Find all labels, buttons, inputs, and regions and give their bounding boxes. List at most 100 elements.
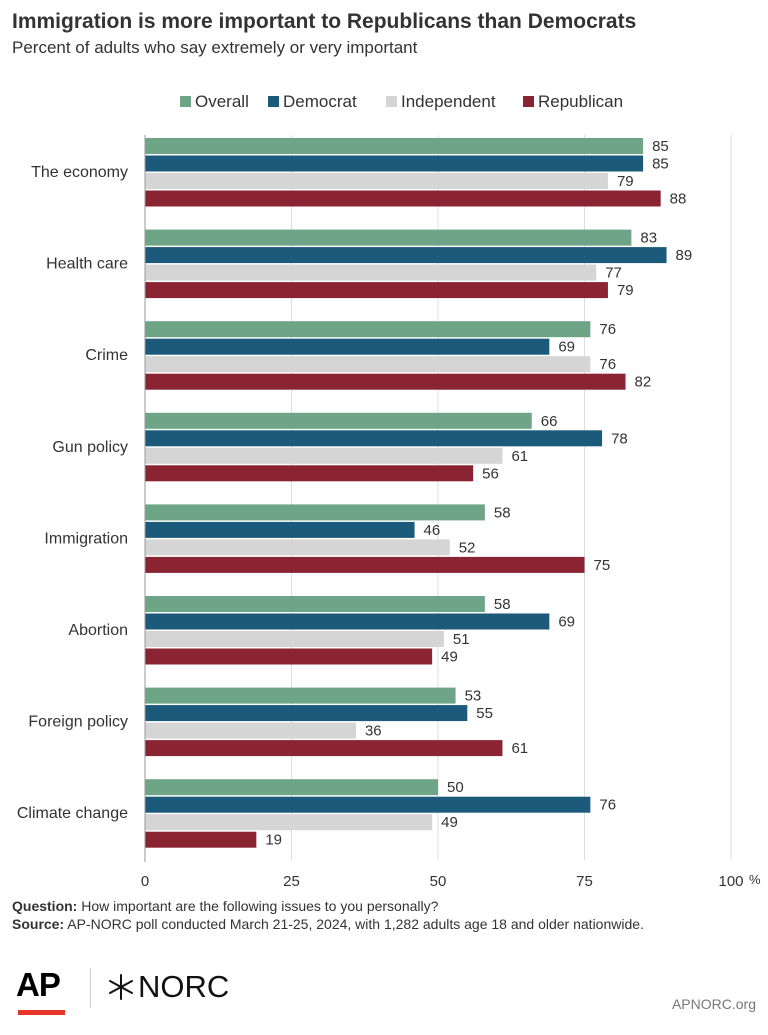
logo-divider [90,968,91,1008]
bar-value-label: 19 [265,832,282,849]
bar [145,264,597,281]
bar [145,173,608,189]
legend-swatch [523,96,534,107]
bar [145,556,585,573]
bar-value-label: 85 [652,156,669,173]
x-tick-label: 75 [576,873,593,890]
question-label: Question: [12,898,78,914]
category-label: The economy [31,164,128,181]
category-label: Abortion [68,622,128,639]
ap-logo-underline [18,1010,65,1015]
bar [145,412,532,429]
bar-value-label: 50 [447,779,464,796]
bar [145,138,644,154]
legend-swatch [180,96,191,107]
bar-value-label: 49 [441,814,458,831]
bar [145,779,438,796]
x-tick-label: 0 [141,873,149,890]
bar-value-label: 61 [511,740,528,757]
legend-swatch [268,96,279,107]
norc-logo-text: NORC [138,969,230,1004]
bar-value-label: 69 [558,339,575,356]
legend-label: Independent [401,92,496,111]
bar [145,631,444,647]
bar [145,447,503,464]
bar [145,504,485,521]
bar-value-label: 75 [594,557,611,574]
legend-swatch [386,96,397,107]
bar-value-label: 89 [676,247,693,264]
bar [145,521,415,538]
legend-label: Republican [538,92,623,111]
bar [145,190,661,207]
bar [145,613,550,630]
category-label: Health care [46,256,128,273]
bar-value-label: 66 [541,413,558,430]
bar-value-label: 56 [482,465,499,482]
bar-value-label: 36 [365,723,382,740]
bar-value-label: 51 [453,631,470,648]
bar-value-label: 58 [494,504,511,521]
bar [145,356,591,373]
chart-notes: Question: How important are the followin… [12,897,644,933]
bar [145,596,485,612]
bar [145,687,456,704]
bar-value-label: 82 [635,374,652,391]
ap-logo: AP [16,966,61,1003]
question-note: Question: How important are the followin… [12,897,644,915]
bar-value-label: 61 [511,448,528,465]
category-label: Climate change [17,805,128,822]
bar [145,155,644,172]
category-label: Crime [85,347,128,364]
bar [145,430,603,447]
bar-value-label: 52 [459,539,476,556]
bar [145,705,468,722]
bar [145,722,356,739]
bar-value-label: 85 [652,138,669,155]
bar-value-label: 83 [640,230,657,247]
bar-value-label: 88 [670,191,687,208]
bar-value-label: 69 [558,614,575,631]
bar-value-label: 58 [494,596,511,613]
x-tick-label: 50 [430,873,447,890]
norc-logo: NORC [108,969,230,1004]
chart-subtitle: Percent of adults who say extremely or v… [12,38,418,57]
source-text: AP-NORC poll conducted March 21-25, 2024… [67,916,644,932]
logo-area: AP NORC [16,966,276,1016]
bar [145,539,450,556]
legend-label: Overall [195,92,249,111]
bar-value-label: 55 [476,705,493,722]
site-link[interactable]: APNORC.org [671,996,756,1012]
legend-label: Democrat [283,92,357,111]
bar-value-label: 76 [599,797,616,814]
norc-star-icon [109,974,133,1000]
bar-value-label: 76 [599,321,616,338]
x-tick-label: 25 [283,873,300,890]
bar [145,282,608,299]
category-label: Gun policy [52,439,128,456]
question-text: How important are the following issues t… [81,898,439,914]
bar [145,814,433,831]
bar [145,373,626,390]
category-label: Immigration [44,530,128,547]
bar [145,465,474,482]
bar-value-label: 53 [465,688,482,705]
x-unit-label: % [749,872,761,887]
category-label: Foreign policy [28,714,128,731]
bar-value-label: 49 [441,649,458,666]
bar-value-label: 79 [617,173,634,190]
bar-value-label: 77 [605,265,622,282]
bar [145,338,550,355]
bar [145,796,591,813]
bar-value-label: 79 [617,282,634,299]
bar [145,321,591,338]
bar-value-label: 76 [599,356,616,373]
bar-value-label: 78 [611,430,628,447]
chart-title: Immigration is more important to Republi… [12,10,637,33]
x-tick-label: 100 [718,873,743,890]
bar [145,247,667,264]
bar [145,831,257,848]
bar-value-label: 46 [424,522,441,539]
bar [145,740,503,757]
bar [145,648,433,665]
